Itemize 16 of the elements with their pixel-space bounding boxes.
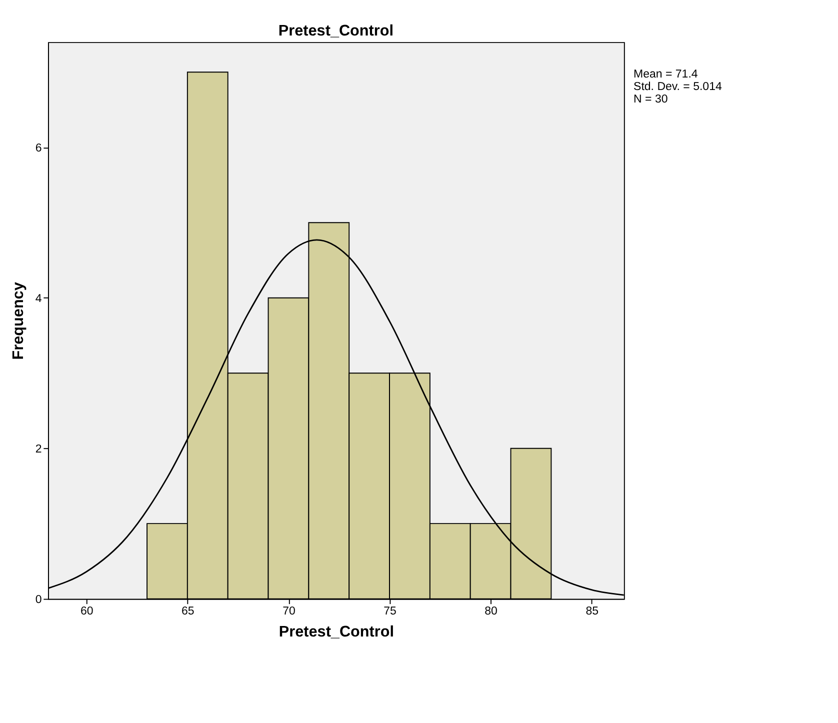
x-tick-label: 75 — [384, 606, 396, 618]
x-axis-title: Pretest_Control — [278, 624, 394, 641]
x-tick-label: 60 — [80, 606, 94, 618]
x-tick-label: 85 — [586, 606, 598, 618]
y-tick-label: 4 — [35, 293, 42, 306]
x-tick-label: 65 — [182, 606, 194, 618]
text: Std. Dev. = 5.014 — [634, 81, 722, 94]
y-axis-title: Frequency — [10, 282, 27, 360]
text: N = 30 — [634, 94, 668, 106]
y-tick-label: 6 — [35, 142, 42, 155]
y-tick-label: 0 — [35, 594, 42, 606]
y-tick-label: 2 — [35, 444, 42, 456]
chart-title: Pretest_Control — [278, 22, 394, 40]
x-tick-label: 70 — [282, 606, 296, 618]
x-tick-label: 80 — [484, 606, 498, 618]
text: Mean = 71.4 — [634, 68, 698, 81]
